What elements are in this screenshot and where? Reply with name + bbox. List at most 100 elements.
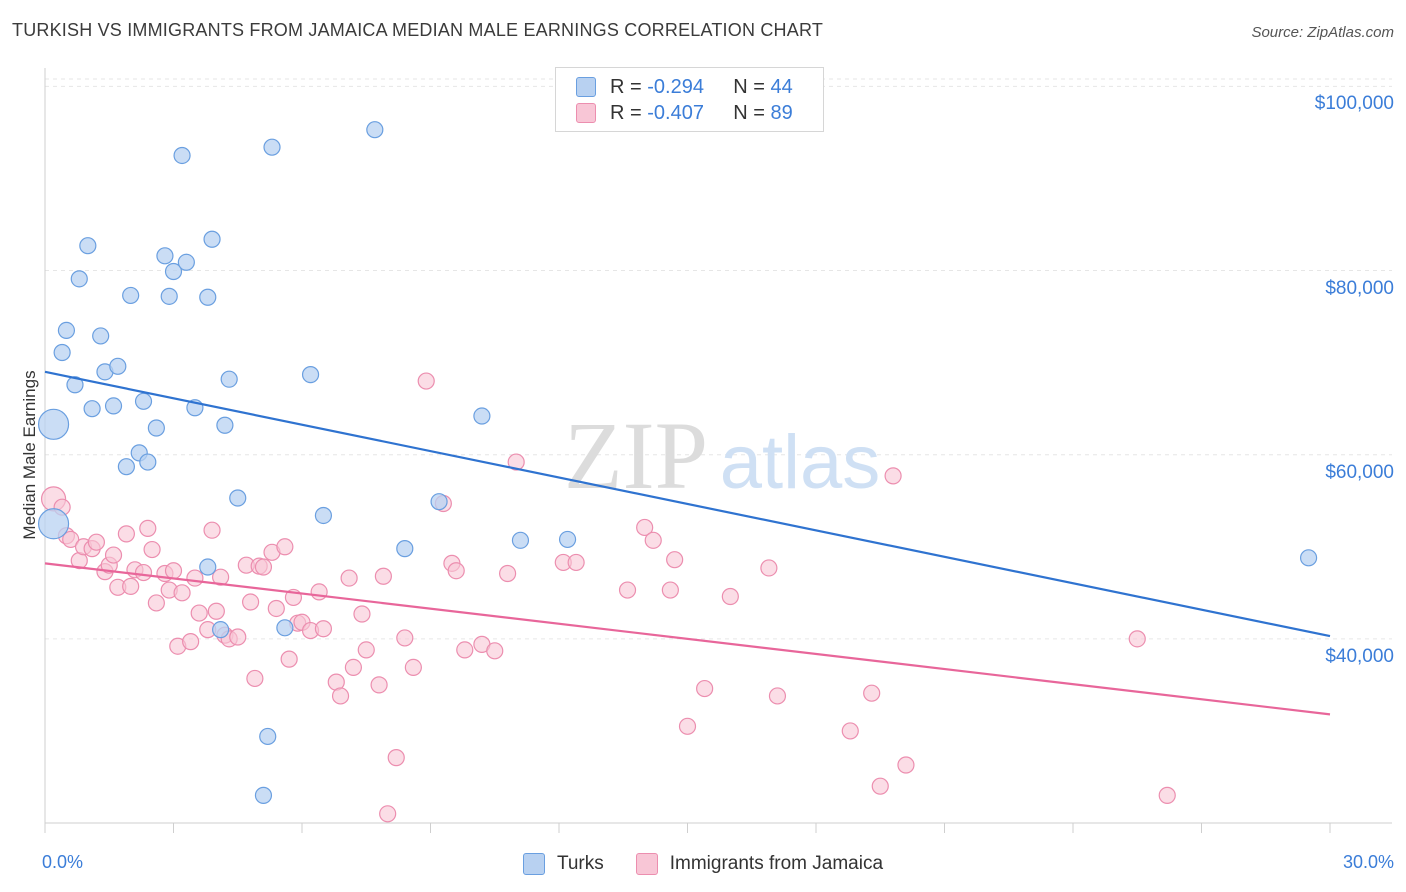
chart-title: TURKISH VS IMMIGRANTS FROM JAMAICA MEDIA… <box>12 20 824 40</box>
legend-swatch-pink <box>576 103 596 123</box>
jamaica-point <box>310 583 328 601</box>
jamaica-point <box>644 531 662 549</box>
jamaica-point <box>173 584 191 602</box>
legend-r-label: R = <box>610 75 642 98</box>
turks-point <box>173 146 191 165</box>
turks-point <box>366 121 384 139</box>
legend-item-jamaica: Immigrants from Jamaica <box>635 853 884 875</box>
watermark: ZIP atlas <box>564 402 880 509</box>
turks-point <box>558 530 577 549</box>
jamaica-point <box>370 676 388 694</box>
jamaica-point <box>768 687 787 705</box>
jamaica-point <box>661 581 679 599</box>
jamaica-point <box>567 553 585 572</box>
jamaica-point <box>246 669 264 688</box>
x-tick-min: 0.0% <box>42 852 84 872</box>
jamaica-point <box>387 749 405 767</box>
legend-r-value: -0.407 <box>647 101 704 124</box>
jamaica-trend-line <box>44 562 1331 716</box>
jamaica-point <box>164 562 183 580</box>
turks-point <box>53 343 71 362</box>
legend-row-jamaica: R = -0.407 N = 89 <box>576 101 793 125</box>
jamaica-point <box>666 551 684 569</box>
jamaica-point <box>207 602 225 620</box>
series-turks <box>37 121 1318 804</box>
jamaica-point <box>87 533 106 551</box>
turks-point <box>117 458 135 476</box>
legend-item-turks: Turks <box>522 853 604 875</box>
jamaica-point <box>122 577 140 595</box>
series-legend: Turks Immigrants from Jamaica <box>0 850 1406 878</box>
jamaica-point <box>143 540 161 559</box>
jamaica-point <box>721 587 739 606</box>
jamaica-point <box>696 679 714 698</box>
jamaica-point <box>147 594 165 612</box>
turks-point <box>199 558 217 576</box>
turks-point <box>37 408 70 440</box>
turks-point <box>263 138 281 156</box>
turks-point <box>212 621 230 639</box>
y-tick-label: $100,000 <box>1314 93 1394 115</box>
turks-point <box>79 237 97 255</box>
jamaica-point <box>897 756 915 774</box>
jamaica-point <box>884 467 902 485</box>
legend-swatch-jamaica <box>635 853 658 875</box>
turks-point <box>259 727 277 746</box>
turks-point <box>57 321 76 340</box>
jamaica-point <box>486 642 504 660</box>
y-tick-label: $80,000 <box>1325 277 1394 299</box>
turks-point <box>134 392 153 410</box>
jamaica-point <box>340 569 358 587</box>
turks-point <box>314 506 333 525</box>
y-tick-label: $40,000 <box>1325 645 1394 667</box>
legend-swatch-turks <box>522 853 545 875</box>
jamaica-point <box>190 604 208 622</box>
turks-point <box>216 416 234 434</box>
jamaica-point <box>104 546 123 564</box>
turks-point <box>160 287 178 305</box>
turks-point <box>511 531 530 549</box>
jamaica-point <box>636 518 654 537</box>
turks-trend-line <box>44 370 1331 638</box>
jamaica-point <box>678 717 697 735</box>
turks-point <box>70 270 88 288</box>
jamaica-point <box>1158 786 1176 804</box>
jamaica-point <box>280 650 298 668</box>
series-immigrants-from-jamaica <box>40 372 1176 823</box>
gridlines <box>45 78 1392 640</box>
jamaica-point <box>254 558 273 576</box>
turks-point <box>301 366 320 384</box>
turks-point <box>109 357 127 375</box>
turks-point <box>276 619 294 637</box>
turks-point <box>229 489 247 507</box>
jamaica-point <box>212 568 230 586</box>
jamaica-point <box>456 641 474 659</box>
jamaica-point <box>618 581 637 599</box>
turks-point <box>203 230 221 248</box>
jamaica-point <box>379 805 397 823</box>
jamaica-point <box>357 641 375 659</box>
jamaica-point <box>374 567 392 585</box>
turks-point <box>139 453 157 471</box>
jamaica-point <box>417 372 435 390</box>
watermark-atlas: atlas <box>720 420 881 505</box>
turks-point <box>92 327 110 345</box>
legend-label-jamaica: Immigrants from Jamaica <box>669 853 884 874</box>
legend-r-label: R = <box>610 101 642 124</box>
jamaica-point <box>344 658 362 676</box>
jamaica-point <box>242 593 260 611</box>
jamaica-point <box>314 620 333 638</box>
y-tick-label: $60,000 <box>1325 461 1394 483</box>
jamaica-point <box>186 569 204 587</box>
turks-point <box>1299 549 1318 567</box>
stats-legend: R = -0.294 N = 44 R = -0.407 N = 89 <box>555 67 824 132</box>
jamaica-point <box>871 777 889 795</box>
turks-point <box>83 400 101 418</box>
jamaica-point <box>507 453 525 471</box>
jamaica-point <box>863 684 881 702</box>
trend-lines <box>44 370 1331 716</box>
jamaica-point <box>447 562 465 580</box>
jamaica-point <box>267 599 285 618</box>
jamaica-point <box>331 687 350 705</box>
